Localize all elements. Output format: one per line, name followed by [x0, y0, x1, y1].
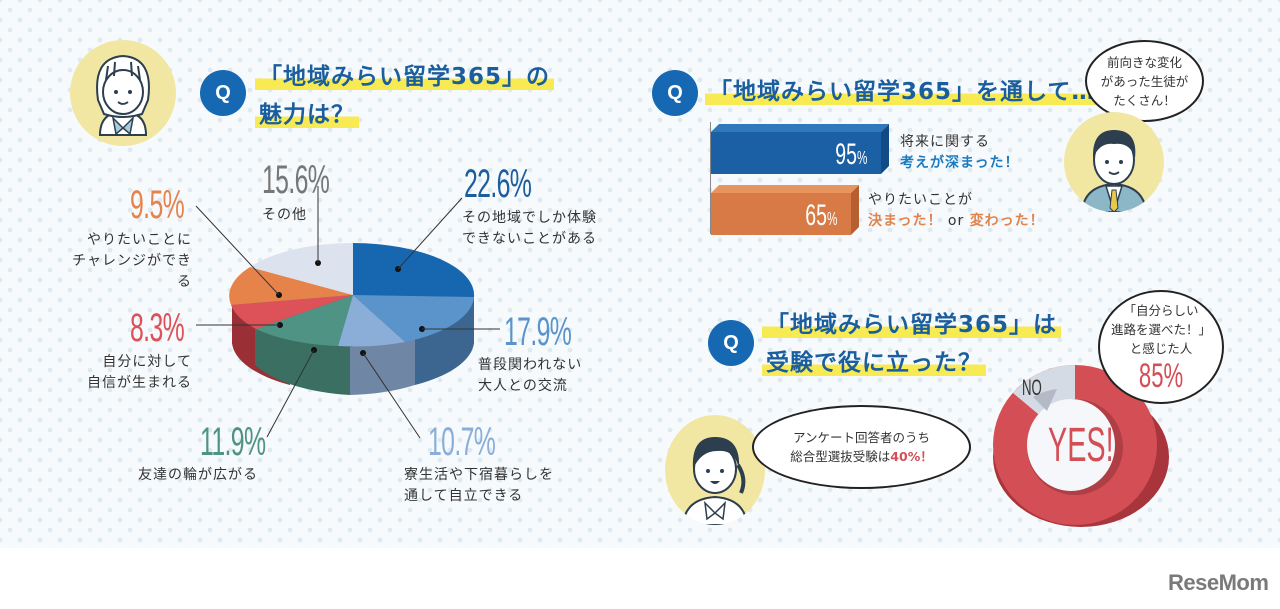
pie-value-8-3: 8.3%: [130, 306, 185, 350]
question-title-1-line1: 「地域みらい留学365」の: [255, 64, 555, 90]
pie-label-challenge: やりたいことに チャレンジができる: [72, 232, 192, 290]
pie-value-11-9: 11.9%: [200, 420, 266, 464]
bar-65: 65%: [711, 193, 851, 235]
pie-label-independence: 寮生活や下宿暮らしを 通して自立できる: [404, 467, 554, 504]
pie-label-unique-experience: その地域でしか体験 できないことがある: [462, 210, 597, 247]
speech-bubble-own-path: 「自分らしい 進路を選べた！」 と感じた人 85%: [1098, 290, 1224, 404]
resemom-logo[interactable]: ReseMom: [1168, 570, 1269, 595]
pie-value-17-9: 17.9%: [504, 310, 572, 354]
question-title-2: 「地域みらい留学365」を通して…: [705, 73, 1100, 111]
question-badge-3: Q: [708, 320, 754, 366]
bar-95: 95%: [711, 132, 881, 174]
speech-bubble-survey: アンケート回答者のうち 総合型選抜受験は40%！: [752, 405, 971, 489]
student-girl-avatar-icon: [665, 415, 765, 525]
pie-value-10-7: 10.7%: [428, 420, 496, 464]
question-badge-2: Q: [652, 70, 698, 116]
bar-axis-line: [710, 122, 711, 234]
pie-label-adult-interaction: 普段関われない 大人との交流: [478, 357, 583, 394]
pie-label-friends: 友達の輪が広がる: [138, 467, 258, 483]
question-title-1: 「地域みらい留学365」の 魅力は？: [255, 58, 555, 134]
question-title-3: 「地域みらい留学365」は 受験で役に立った？: [762, 306, 1062, 382]
pie-value-22-6: 22.6%: [464, 162, 532, 206]
appeal-pie-chart: [229, 242, 475, 395]
bar-95-3d: [711, 124, 889, 174]
bar-95-label: 将来に関する 考えが深まった！: [900, 134, 1020, 171]
pie-label-confidence: 自分に対して 自信が生まれる: [87, 354, 192, 391]
bar-65-3d: [711, 185, 859, 235]
boy-avatar-icon: [1064, 112, 1164, 212]
girl-avatar-icon: [70, 40, 176, 146]
question-badge-1: Q: [200, 70, 246, 116]
pie-value-15-6: 15.6%: [262, 158, 330, 202]
exam-donut-chart: [993, 365, 1169, 527]
pie-leader-lines: [195, 186, 500, 439]
question-title-1-line2: 魅力は？: [255, 102, 359, 128]
speech-bubble-positive-change: 前向きな変化 があった生徒が たくさん！: [1085, 40, 1204, 122]
donut-yes-label: YES!: [1048, 419, 1114, 472]
bar-65-label: やりたいことが 決まった！ or 変わった！: [868, 192, 1045, 229]
pie-value-9-5: 9.5%: [130, 183, 185, 227]
donut-no-label: NO: [1022, 375, 1042, 400]
pie-label-other: その他: [262, 207, 307, 223]
